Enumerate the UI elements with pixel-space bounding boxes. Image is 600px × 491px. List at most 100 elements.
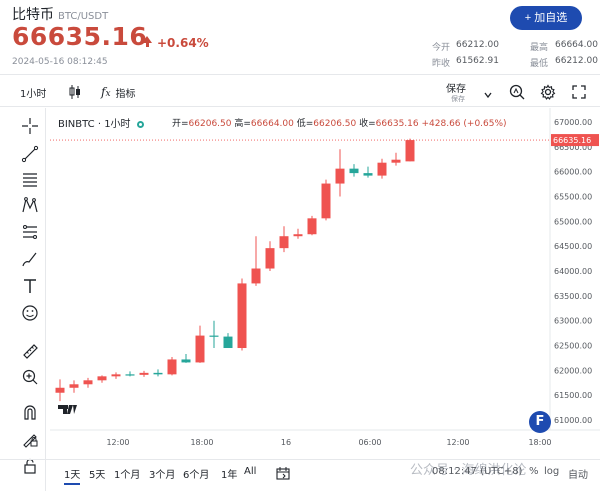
- toolbar-divider: [0, 106, 600, 107]
- range-6m[interactable]: 6个月: [183, 470, 210, 481]
- pattern-tool-icon[interactable]: [20, 195, 40, 215]
- tv-logo-icon: [58, 405, 77, 414]
- trend-line-icon[interactable]: [20, 144, 40, 164]
- last-price: 66635.16: [12, 22, 148, 51]
- open-label: 今开: [432, 43, 451, 53]
- utc-clock[interactable]: 08:12:47 (UTC+8): [432, 466, 523, 477]
- fullscreen-icon[interactable]: [572, 82, 586, 102]
- candle-type-icon[interactable]: [68, 82, 82, 102]
- candle-body: [377, 162, 387, 176]
- date-range-icon[interactable]: [276, 465, 290, 484]
- range-1d[interactable]: 1天: [64, 466, 81, 485]
- save-button[interactable]: 保存: [446, 84, 466, 95]
- save-sublabel: 保存: [451, 95, 465, 103]
- candle-body: [83, 380, 93, 385]
- bottom-divider: [0, 459, 600, 460]
- save-dropdown-chevron-icon[interactable]: [484, 85, 492, 105]
- open-value: 66212.00: [456, 40, 499, 50]
- price-timestamp: 2024-05-16 08:12:45: [12, 57, 108, 67]
- candle-body: [279, 236, 289, 249]
- x-tick-label: 18:00: [190, 438, 213, 447]
- horizontal-lines-icon[interactable]: [20, 169, 40, 189]
- watermark: 公众号 · 海绵洪化论: [410, 463, 527, 478]
- ohlc-high-value: 66664.00: [250, 119, 294, 129]
- chart-symbol: BINBTC · 1小时: [58, 119, 131, 130]
- text-tool-icon[interactable]: [20, 276, 40, 296]
- candle-body: [209, 335, 219, 337]
- ohlc-readout: 开=66206.50 高=66664.00 低=66206.50 收=66635…: [172, 116, 507, 129]
- fx-icon: fx: [101, 85, 111, 99]
- candle-body: [97, 376, 107, 381]
- candle-body: [265, 248, 275, 269]
- brush-icon[interactable]: [20, 249, 40, 269]
- y-tick-label: 63500.00: [554, 292, 592, 301]
- f-badge-icon[interactable]: F: [529, 411, 551, 433]
- candle-body: [293, 234, 303, 237]
- candle-body: [139, 372, 149, 375]
- last-price-tag: [551, 134, 599, 147]
- candle-body: [55, 387, 65, 393]
- quick-search-icon[interactable]: [509, 82, 525, 102]
- ohlc-open-label: 开=: [172, 119, 189, 129]
- x-tick-label: 16: [281, 438, 291, 447]
- range-3m[interactable]: 3个月: [149, 470, 176, 481]
- price-change: +0.64%: [157, 36, 209, 50]
- fib-tool-icon[interactable]: [20, 222, 40, 242]
- candle-body: [237, 283, 247, 349]
- candle-body: [349, 168, 359, 174]
- candle-body: [335, 168, 345, 184]
- candle-body: [195, 335, 205, 363]
- candle-body: [69, 384, 79, 388]
- ohlc-close-label: 收=: [359, 119, 376, 129]
- asset-pair: BTC/USDT: [58, 11, 109, 22]
- zoom-in-icon[interactable]: [20, 367, 40, 387]
- range-1y[interactable]: 1年: [221, 470, 238, 481]
- chart-area[interactable]: 61000.00 61500.00 62000.00 62500.00 63000.00…: [50, 108, 600, 460]
- x-tick-label: 18:00: [528, 438, 551, 447]
- candle-body: [111, 374, 121, 377]
- ohlc-low-label: 低=: [296, 119, 314, 129]
- interval-selector[interactable]: 1小时: [20, 88, 47, 100]
- candle-body: [321, 183, 331, 219]
- candle-body: [223, 336, 233, 349]
- y-tick-label: 62000.00: [554, 366, 592, 375]
- market-status-icon: [136, 121, 144, 128]
- asset-name: 比特币: [12, 7, 54, 23]
- prev-close-label: 昨收: [432, 59, 451, 69]
- range-bar: 1天 5天 1个月 3个月 6个月 1年 All: [0, 460, 600, 491]
- add-watchlist-button[interactable]: + 加自选: [510, 6, 582, 30]
- indicators-label: 指标: [115, 88, 136, 100]
- y-tick-label: 66000.00: [554, 168, 592, 177]
- y-tick-label: 65500.00: [554, 192, 592, 201]
- auto-toggle[interactable]: 自动: [568, 470, 588, 481]
- ohlc-low-value: 66206.50: [313, 119, 357, 129]
- prev-close-value: 61562.91: [456, 56, 499, 66]
- price-up-arrow-icon: [142, 36, 152, 47]
- y-tick-label: 61500.00: [554, 391, 592, 400]
- lock-drawing-icon[interactable]: [20, 429, 40, 449]
- candle-body: [307, 218, 317, 235]
- ohlc-open-value: 66206.50: [188, 119, 232, 129]
- log-toggle[interactable]: log: [544, 466, 560, 477]
- ruler-icon[interactable]: [20, 341, 40, 361]
- candle-body: [391, 159, 401, 163]
- high-label: 最高: [530, 43, 549, 53]
- header-divider: [0, 74, 600, 75]
- candle-body: [153, 372, 163, 375]
- indicators-button[interactable]: fx 指标: [101, 82, 136, 102]
- drawing-toolbar: [0, 108, 46, 491]
- percent-toggle[interactable]: %: [529, 466, 539, 477]
- range-5d[interactable]: 5天: [89, 470, 106, 481]
- range-all[interactable]: All: [244, 466, 257, 477]
- candle-body: [167, 359, 177, 375]
- crosshair-icon[interactable]: [20, 116, 40, 136]
- low-value: 66212.00: [555, 56, 598, 66]
- emoji-icon[interactable]: [20, 303, 40, 323]
- x-tick-label: 06:00: [358, 438, 381, 447]
- candle-body: [405, 140, 415, 162]
- magnet-icon[interactable]: [20, 402, 40, 422]
- candlestick-chart[interactable]: 61000.00 61500.00 62000.00 62500.00 63000.00…: [50, 108, 600, 460]
- y-tick-label: 61000.00: [554, 416, 592, 425]
- settings-gear-icon[interactable]: [540, 82, 556, 102]
- range-1m[interactable]: 1个月: [114, 470, 141, 481]
